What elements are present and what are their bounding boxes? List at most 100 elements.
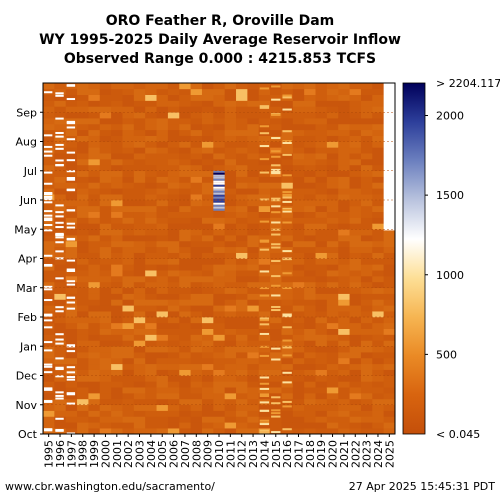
heatmap-cell: [304, 170, 316, 177]
x-tick-label: 2025: [383, 440, 396, 468]
heatmap-cell: [122, 375, 135, 382]
heatmap-cell: [65, 317, 78, 324]
heatmap-cell: [179, 94, 191, 101]
heatmap-cell: [372, 328, 384, 335]
heatmap-cell: [292, 322, 305, 329]
heatmap-cell: [213, 159, 225, 166]
heatmap-cell: [281, 246, 294, 253]
heatmap-cell: [201, 428, 214, 435]
heatmap-cell: [213, 322, 225, 329]
heatmap-cell: [372, 194, 384, 201]
heatmap-cell: [304, 317, 316, 324]
heatmap-cell: [133, 381, 146, 388]
heatmap-cell: [133, 94, 146, 101]
heatmap-cell: [326, 357, 339, 365]
heatmap-cell: [133, 299, 146, 306]
heatmap-cell: [326, 258, 339, 265]
heatmap-cell: [167, 311, 180, 318]
heatmap-cell: [190, 141, 203, 148]
heatmap-cell: [145, 252, 157, 259]
heatmap-cell: [270, 270, 282, 277]
heatmap-cell: [315, 352, 328, 359]
heatmap-cell: [247, 252, 260, 259]
heatmap-cell: [88, 164, 101, 172]
heatmap-cell: [43, 281, 55, 289]
heatmap-high-streak: [66, 178, 76, 181]
heatmap-high-streak: [259, 220, 270, 223]
heatmap-cell: [258, 223, 271, 230]
heatmap-high-streak: [271, 309, 281, 312]
heatmap-cell: [383, 387, 396, 394]
heatmap-cell: [292, 287, 305, 294]
heatmap-cell: [122, 404, 135, 411]
heatmap-cell: [270, 106, 282, 113]
heatmap-cell: [111, 246, 123, 253]
heatmap-cell: [247, 176, 260, 183]
heatmap-cell: [179, 299, 191, 306]
heatmap-cell: [224, 106, 237, 113]
heatmap-cell: [190, 270, 203, 277]
heatmap-cell: [270, 334, 282, 341]
heatmap-cell: [201, 357, 214, 365]
heatmap-cell: [77, 123, 89, 131]
heatmap-cell: [213, 223, 225, 230]
heatmap-cell: [224, 246, 237, 253]
heatmap-cell: [338, 205, 350, 212]
heatmap-cell: [236, 135, 248, 142]
heatmap-cell: [372, 258, 384, 265]
heatmap-cell: [43, 147, 55, 154]
heatmap-cell: [326, 252, 339, 259]
heatmap-cell: [190, 188, 203, 195]
heatmap-cell: [315, 258, 328, 265]
heatmap-cell: [111, 410, 123, 417]
heatmap-cell: [326, 299, 339, 306]
heatmap-cell: [65, 217, 78, 224]
heatmap-cell: [77, 112, 89, 119]
x-tick-label: 2008: [190, 440, 203, 468]
heatmap-cell: [315, 334, 328, 341]
heatmap-cell: [304, 311, 316, 318]
heatmap-cell: [213, 240, 225, 248]
heatmap-cell: [360, 428, 373, 435]
heatmap-high-streak: [282, 400, 292, 403]
heatmap-cell: [167, 147, 180, 154]
heatmap-cell: [338, 352, 350, 359]
heatmap-cell: [65, 346, 78, 353]
chart-title-line-2: WY 1995-2025 Daily Average Reservoir Inf…: [39, 32, 401, 48]
heatmap-cell: [167, 398, 180, 406]
heatmap-cell: [145, 176, 157, 183]
heatmap-cell: [372, 176, 384, 183]
heatmap-cell: [133, 135, 146, 142]
heatmap-cell: [247, 293, 260, 300]
heatmap-cell: [213, 276, 225, 283]
heatmap-cell: [190, 404, 203, 411]
heatmap-cell: [133, 387, 146, 394]
heatmap-cell: [338, 264, 350, 271]
heatmap-cell: [304, 83, 316, 90]
heatmap-cell: [247, 281, 260, 289]
heatmap-cell: [236, 322, 248, 329]
heatmap-cell: [292, 141, 305, 148]
heatmap-cell: [360, 322, 373, 329]
heatmap-cell: [349, 276, 362, 283]
heatmap-cell: [122, 205, 135, 212]
heatmap-cell: [304, 328, 316, 335]
heatmap-cell: [156, 94, 169, 101]
heatmap-cell: [145, 410, 157, 417]
heatmap-cells: [43, 83, 396, 435]
heatmap-cell: [372, 235, 384, 242]
heatmap-cell: [236, 422, 248, 429]
heatmap-cell: [156, 334, 169, 341]
heatmap-cell: [360, 311, 373, 318]
heatmap-cell: [315, 340, 328, 347]
heatmap-cell: [372, 147, 384, 154]
heatmap-cell: [54, 375, 67, 382]
heatmap-cell: [167, 328, 180, 335]
heatmap-cell: [338, 88, 350, 95]
heatmap-cell: [190, 88, 203, 95]
heatmap-high-streak: [282, 315, 292, 318]
heatmap-cell: [133, 357, 146, 365]
heatmap-cell: [258, 264, 271, 271]
heatmap-cell: [372, 217, 384, 224]
heatmap-cell: [156, 317, 169, 324]
